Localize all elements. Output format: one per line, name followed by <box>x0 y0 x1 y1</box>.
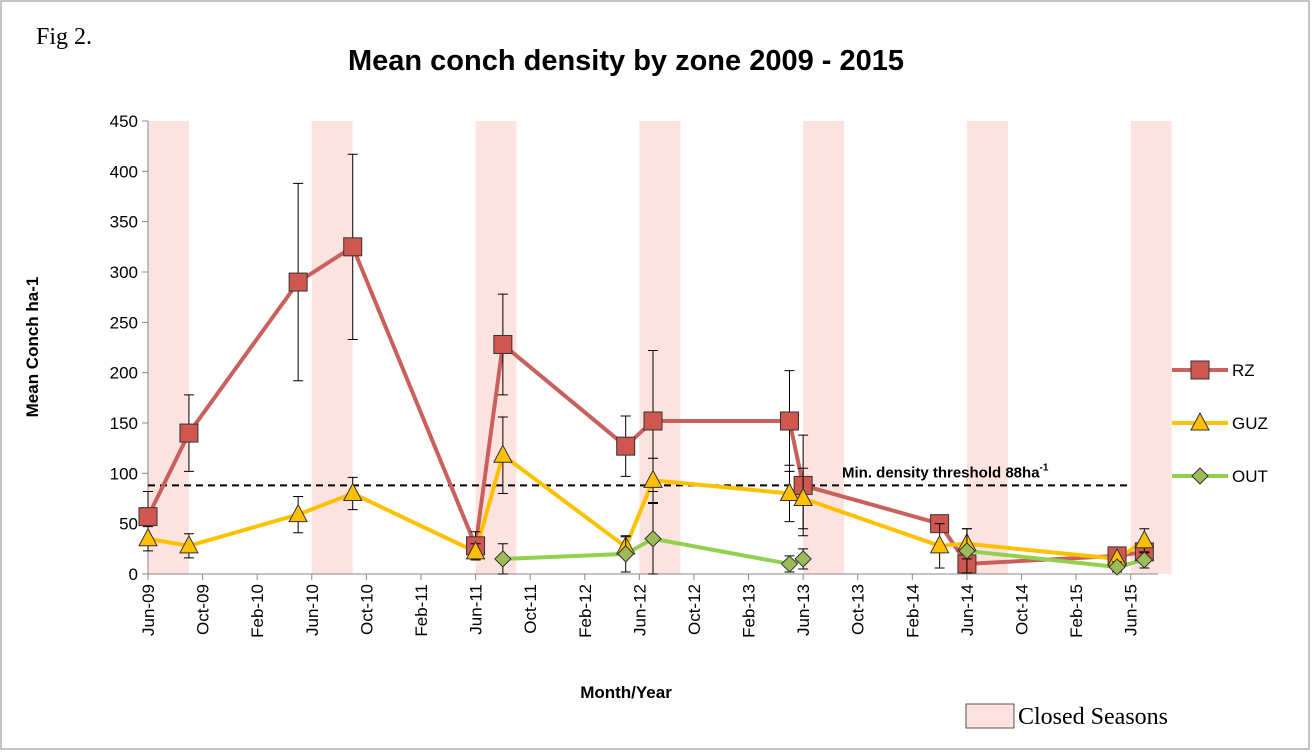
x-tick-label: Oct-14 <box>1013 584 1032 635</box>
marker <box>643 411 663 431</box>
x-tick-label: Feb-14 <box>903 584 922 638</box>
marker <box>929 534 950 554</box>
marker <box>343 237 363 257</box>
y-tick-label: 200 <box>110 364 138 383</box>
y-tick-label: 250 <box>110 313 138 332</box>
marker <box>494 550 512 568</box>
closed-season-band <box>803 121 845 574</box>
threshold-label: Min. density threshold 88ha-1 <box>842 462 1049 481</box>
marker <box>616 436 636 456</box>
threshold-label-sup: -1 <box>1040 462 1049 473</box>
y-tick-label: 50 <box>119 515 138 534</box>
marker <box>493 334 513 354</box>
x-tick-label: Jun-11 <box>467 584 486 635</box>
x-tick-label: Feb-11 <box>412 584 431 637</box>
legend-label: OUT <box>1232 467 1268 486</box>
legend-label: GUZ <box>1232 414 1268 433</box>
figure-label: Fig 2. <box>36 24 92 50</box>
marker <box>780 555 799 573</box>
marker <box>465 540 486 560</box>
marker <box>179 423 199 443</box>
x-tick-label: Feb-10 <box>248 584 267 638</box>
marker <box>794 550 812 568</box>
x-tick-label: Oct-09 <box>194 584 213 635</box>
x-tick-label: Jun-15 <box>1122 584 1141 636</box>
marker <box>1134 529 1155 549</box>
chart-title: Mean conch density by zone 2009 - 2015 <box>348 45 904 77</box>
marker <box>179 534 199 554</box>
marker <box>138 507 158 527</box>
marker <box>342 482 363 501</box>
marker <box>1191 467 1209 485</box>
marker <box>493 444 513 463</box>
y-tick-label: 300 <box>110 263 138 282</box>
marker <box>616 545 635 563</box>
legend-label: RZ <box>1232 361 1255 380</box>
closed-season-band <box>639 121 681 574</box>
y-tick-label: 100 <box>110 464 138 483</box>
marker <box>644 530 662 548</box>
x-tick-label: Jun-10 <box>303 584 322 636</box>
x-tick-label: Feb-13 <box>740 584 759 638</box>
closed-season-legend-swatch <box>965 703 1015 729</box>
x-axis-title: Month/Year <box>580 683 672 702</box>
x-tick-label: Jun-09 <box>139 584 158 636</box>
marker <box>288 272 308 292</box>
y-tick-label: 400 <box>110 162 138 181</box>
x-tick-label: Oct-10 <box>357 584 376 635</box>
y-tick-label: 150 <box>110 414 138 433</box>
x-tick-label: Oct-13 <box>849 584 868 635</box>
x-tick-label: Oct-11 <box>521 584 540 634</box>
marker <box>793 487 813 506</box>
marker <box>288 503 308 523</box>
y-tick-label: 0 <box>129 565 138 584</box>
x-tick-label: Jun-14 <box>958 584 977 636</box>
y-tick-label: 350 <box>110 213 138 232</box>
marker <box>779 482 800 501</box>
marker <box>643 469 663 488</box>
marker <box>779 411 799 431</box>
x-tick-label: Feb-15 <box>1067 584 1086 638</box>
marker <box>1135 551 1154 569</box>
marker <box>958 542 976 560</box>
marker <box>1190 411 1210 431</box>
closed-season-band <box>1130 121 1172 574</box>
x-tick-label: Jun-13 <box>794 584 813 636</box>
x-tick-label: Oct-12 <box>685 584 704 635</box>
closed-season-legend-label: Closed Seasons <box>1018 704 1168 730</box>
x-tick-label: Feb-12 <box>576 584 595 638</box>
marker <box>138 527 158 547</box>
y-axis-title: Mean Conch ha-1 <box>23 277 42 418</box>
marker <box>1108 558 1126 576</box>
y-tick-label: 450 <box>110 112 138 131</box>
marker <box>1190 360 1210 380</box>
threshold-label-text: Min. density threshold 88ha <box>842 464 1040 481</box>
x-tick-label: Jun-12 <box>630 584 649 636</box>
closed-season-band <box>966 121 1008 574</box>
